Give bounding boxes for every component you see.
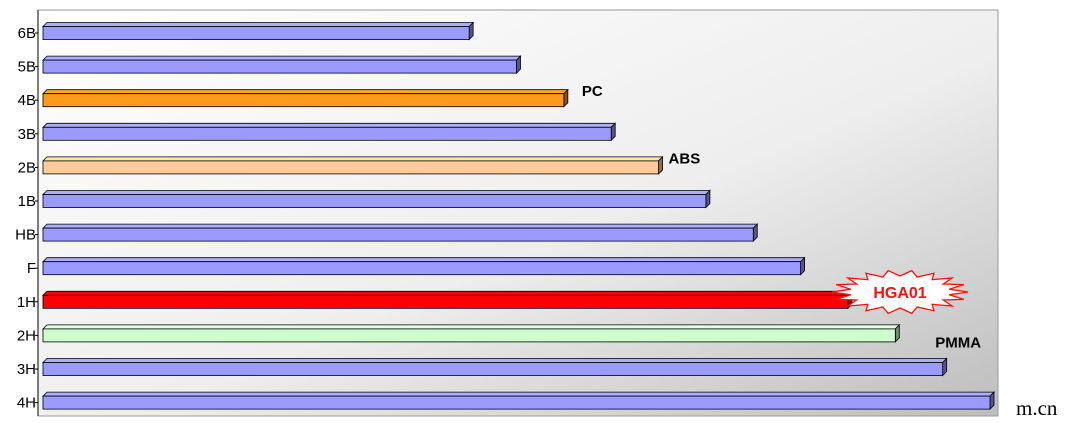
bar-front-face (42, 328, 896, 343)
category-label-4h: 4H (17, 395, 36, 412)
category-label-3b: 3B (18, 126, 36, 143)
bar-front-face (42, 294, 849, 309)
category-label-4b: 4B (18, 92, 36, 109)
bar-top-face (42, 55, 522, 61)
bar-top-face (42, 156, 664, 162)
annotation-pmma: PMMA (935, 334, 981, 351)
bar-top-face (42, 22, 475, 27)
bar-6b (42, 21, 475, 41)
bar-front-face (42, 160, 659, 175)
bar-front-face (42, 126, 612, 141)
bar-front-face (42, 93, 565, 108)
bar-front-face (42, 362, 944, 376)
bar-top-face (42, 358, 948, 363)
category-label-f: F (27, 260, 36, 277)
category-label-2b: 2B (18, 159, 36, 176)
category-label-1h: 1H (17, 294, 36, 311)
bar-4h (42, 391, 995, 411)
bar-top-face (42, 290, 853, 296)
bar-top-face (42, 223, 759, 229)
bar-4b (42, 88, 569, 108)
bar-f (42, 256, 806, 276)
bar-2h (42, 323, 901, 343)
bar-3h (42, 357, 948, 377)
bar-top-face (42, 89, 569, 95)
category-label-2h: 2H (17, 327, 36, 344)
bar-top-face (42, 190, 711, 195)
bar-front-face (42, 59, 517, 74)
category-label-6b: 6B (18, 25, 36, 42)
category-label-3h: 3H (17, 361, 36, 378)
bar-1b (42, 189, 711, 209)
bar-front-face (42, 261, 801, 276)
bar-top-face (42, 257, 806, 263)
bar-front-face (42, 26, 470, 40)
category-label-5b: 5B (18, 59, 36, 76)
bar-front-face (42, 395, 991, 410)
category-label-1b: 1B (18, 193, 36, 210)
plot-area (37, 9, 999, 417)
bar-2b (42, 155, 664, 175)
annotation-hga01: HGA01 (873, 285, 926, 302)
burst-callout (831, 269, 969, 315)
bar-5b (42, 55, 522, 75)
bar-front-face (42, 227, 754, 242)
bar-top-face (42, 122, 617, 128)
bar-top-face (42, 391, 995, 397)
category-label-hb: HB (15, 227, 36, 244)
bar-hb (42, 223, 759, 243)
bar-1h (42, 290, 853, 310)
annotation-pc: PC (582, 83, 603, 100)
annotation-abs: ABS (669, 150, 701, 167)
cropped-text-fragment: m.cn (1016, 396, 1058, 420)
bar-front-face (42, 194, 707, 208)
bar-3b (42, 122, 617, 142)
bar-top-face (42, 324, 901, 330)
